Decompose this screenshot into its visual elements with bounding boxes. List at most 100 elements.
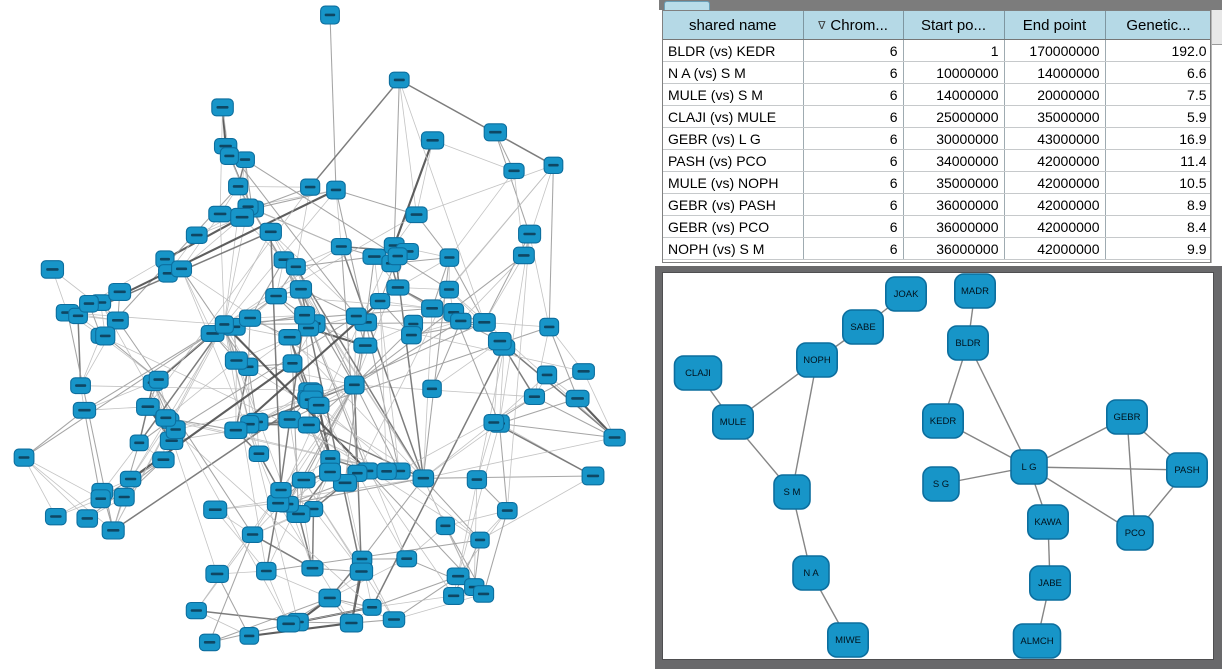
network-edge[interactable]	[393, 140, 434, 246]
network-node[interactable]	[483, 123, 508, 142]
network-edge-LG-PASH[interactable]	[1028, 466, 1188, 471]
network-edge[interactable]	[295, 187, 311, 267]
network-edge[interactable]	[310, 321, 485, 401]
network-node[interactable]	[239, 627, 260, 645]
network-edge[interactable]	[498, 423, 508, 511]
network-node[interactable]	[543, 156, 564, 175]
network-node[interactable]	[224, 421, 248, 440]
network-edge[interactable]	[493, 421, 594, 477]
network-edge[interactable]	[152, 382, 254, 535]
cell-value[interactable]: 6	[803, 127, 904, 150]
network-node[interactable]	[211, 98, 234, 117]
network-node[interactable]	[270, 481, 292, 499]
network-edge[interactable]	[499, 398, 578, 425]
network-edge[interactable]	[181, 268, 249, 368]
network-node[interactable]	[512, 246, 535, 265]
cell-value[interactable]: 9.9	[1105, 237, 1210, 260]
network-node-JOAK[interactable]: JOAK	[884, 276, 927, 312]
network-edge[interactable]	[335, 189, 417, 216]
network-edge[interactable]	[165, 360, 237, 419]
network-edge[interactable]	[287, 477, 424, 505]
network-node[interactable]	[185, 226, 208, 244]
network-edge[interactable]	[244, 159, 450, 291]
network-node[interactable]	[536, 365, 558, 385]
network-edge[interactable]	[289, 419, 313, 569]
table-row[interactable]: GEBR (vs) L G 6 30000000 43000000 16.9	[663, 127, 1210, 150]
cell-shared-name[interactable]: BLDR (vs) KEDR	[663, 39, 804, 62]
network-edge[interactable]	[423, 422, 495, 479]
network-node-JABE[interactable]: JABE	[1029, 565, 1072, 601]
network-edge[interactable]	[423, 475, 594, 479]
network-edge[interactable]	[453, 539, 481, 597]
network-edge[interactable]	[181, 268, 214, 334]
cell-value[interactable]: 35000000	[1004, 105, 1106, 128]
cell-value[interactable]: 42000000	[1004, 171, 1106, 194]
network-node[interactable]	[320, 5, 340, 25]
cell-value[interactable]: 1	[903, 39, 1005, 62]
node-shape[interactable]	[1029, 565, 1072, 601]
network-node-PASH[interactable]: PASH	[1166, 452, 1209, 488]
network-node[interactable]	[256, 561, 277, 581]
filtered-network-canvas[interactable]: JOAK SABE NOPH CLAJI MULE S M N A MIWE MADR BLDR K…	[662, 272, 1214, 660]
network-edge[interactable]	[219, 213, 225, 325]
network-edge[interactable]	[100, 335, 387, 472]
cell-value[interactable]: 8.4	[1105, 215, 1210, 238]
cell-shared-name[interactable]: MULE (vs) S M	[663, 83, 804, 106]
network-edge[interactable]	[216, 573, 250, 637]
network-node[interactable]	[79, 294, 99, 313]
network-edge[interactable]	[214, 509, 267, 572]
network-node[interactable]	[241, 526, 264, 543]
network-node[interactable]	[301, 560, 324, 577]
network-edge[interactable]	[23, 457, 101, 500]
network-edge-GEBR-PCO[interactable]	[1126, 416, 1136, 534]
network-node[interactable]	[129, 434, 149, 452]
network-edge[interactable]	[295, 256, 375, 268]
node-shape[interactable]	[953, 273, 996, 309]
network-edge[interactable]	[548, 165, 554, 328]
network-node[interactable]	[307, 396, 330, 414]
cell-value[interactable]: 36000000	[903, 215, 1005, 238]
network-node[interactable]	[421, 299, 444, 318]
network-edge[interactable]	[117, 320, 160, 380]
network-edge[interactable]	[449, 170, 515, 258]
cell-value[interactable]: 20000000	[1004, 83, 1106, 106]
network-edge[interactable]	[356, 289, 450, 474]
network-node[interactable]	[119, 470, 142, 488]
network-node[interactable]	[466, 470, 488, 490]
network-edge[interactable]	[67, 312, 225, 325]
column-header-4[interactable]: Genetic...	[1105, 11, 1210, 40]
network-node-GEBR[interactable]: GEBR	[1106, 399, 1149, 435]
cell-shared-name[interactable]: MULE (vs) NOPH	[663, 171, 804, 194]
network-edge[interactable]	[344, 256, 375, 483]
node-shape[interactable]	[1106, 399, 1149, 435]
network-edge[interactable]	[238, 186, 311, 188]
network-edge[interactable]	[367, 470, 454, 597]
network-edge[interactable]	[416, 140, 434, 215]
network-edge[interactable]	[460, 255, 525, 322]
network-edge[interactable]	[209, 534, 254, 643]
table-row[interactable]: N A (vs) S M 6 10000000 14000000 6.6	[663, 61, 1210, 84]
cell-shared-name[interactable]: GEBR (vs) PCO	[663, 215, 804, 238]
large-network-canvas[interactable]	[0, 0, 655, 669]
cell-value[interactable]: 42000000	[1004, 215, 1106, 238]
network-node[interactable]	[265, 287, 287, 305]
network-edge[interactable]	[393, 79, 400, 246]
cell-value[interactable]: 170000000	[1004, 39, 1106, 62]
network-node[interactable]	[289, 280, 313, 299]
network-edge[interactable]	[448, 257, 485, 323]
network-edge[interactable]	[393, 575, 459, 621]
network-edge[interactable]	[583, 371, 615, 438]
network-node[interactable]	[435, 516, 456, 536]
network-edge[interactable]	[309, 79, 400, 188]
column-header-2[interactable]: Start po...	[903, 11, 1005, 40]
network-edge[interactable]	[224, 324, 299, 623]
network-edge[interactable]	[130, 420, 170, 480]
scrollbar-thumb[interactable]	[1212, 10, 1222, 45]
network-node-SM[interactable]: S M	[773, 474, 811, 510]
cell-value[interactable]: 11.4	[1105, 149, 1210, 172]
cell-value[interactable]: 6	[803, 215, 904, 238]
table-row[interactable]: GEBR (vs) PCO 6 36000000 42000000 8.4	[663, 215, 1210, 238]
network-node-MIWE[interactable]: MIWE	[826, 622, 869, 658]
network-node-SG[interactable]: S G	[922, 466, 960, 502]
network-node[interactable]	[339, 613, 364, 633]
